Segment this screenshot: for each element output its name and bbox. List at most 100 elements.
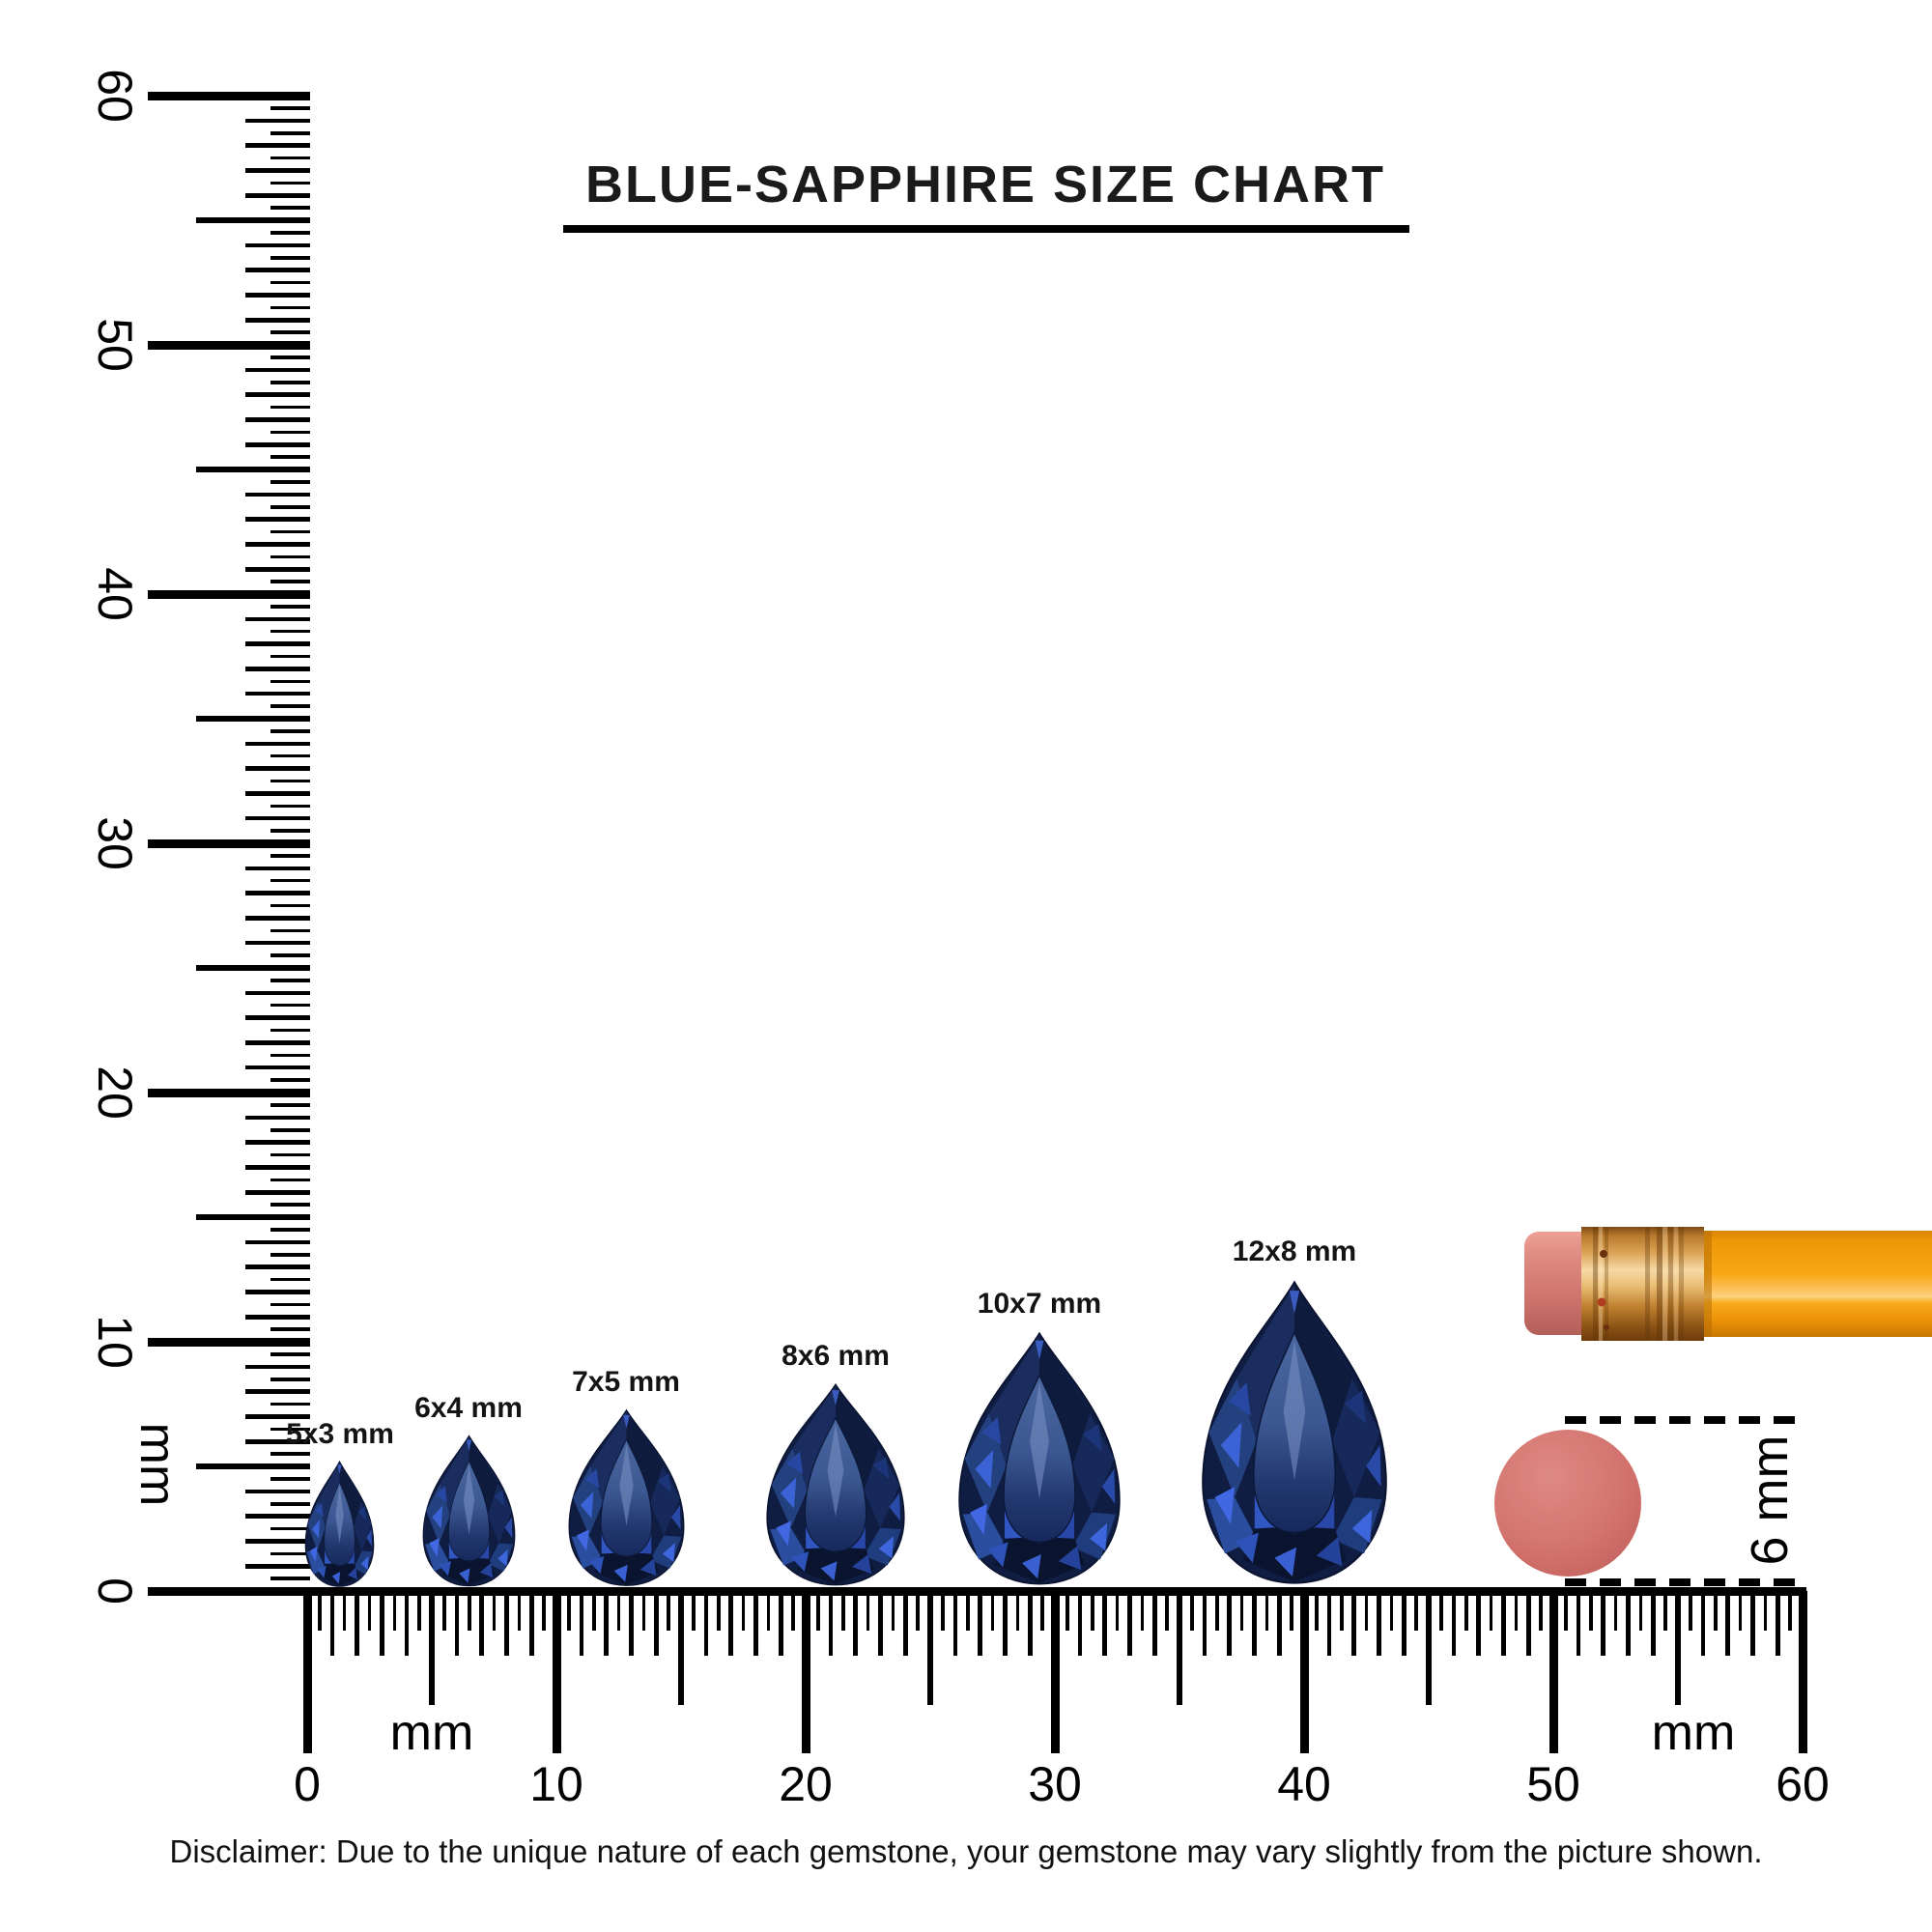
horizontal-ruler-tick (978, 1591, 982, 1656)
horizontal-ruler-tick (318, 1591, 322, 1631)
horizontal-ruler-tick (1663, 1591, 1667, 1631)
vertical-ruler-tick (148, 340, 310, 350)
horizontal-ruler-tick (468, 1591, 471, 1631)
vertical-ruler-tick (270, 330, 310, 334)
vertical-ruler-tick (245, 392, 310, 397)
vertical-ruler-tick (245, 567, 310, 572)
horizontal-ruler-tick (1548, 1591, 1558, 1753)
vertical-ruler-tick (245, 1015, 310, 1020)
vertical-ruler-tick (245, 268, 310, 272)
horizontal-ruler-tick (1776, 1591, 1780, 1656)
vertical-ruler-tick (245, 891, 310, 895)
vertical-ruler-tick (270, 654, 310, 659)
horizontal-ruler-tick (692, 1591, 696, 1631)
horizontal-ruler-tick (1050, 1591, 1060, 1753)
horizontal-ruler-tick (1476, 1591, 1481, 1656)
horizontal-ruler-tick (1601, 1591, 1605, 1656)
vertical-ruler-tick (245, 1439, 310, 1444)
sapphire-gem (419, 1433, 519, 1589)
vertical-ruler-tick (270, 1302, 310, 1306)
vertical-ruler-tick (245, 940, 310, 946)
horizontal-ruler-tick (1028, 1591, 1033, 1656)
vertical-ruler-tick (270, 554, 310, 558)
horizontal-ruler-tick (1539, 1591, 1543, 1631)
vertical-ruler-tick (245, 815, 310, 821)
horizontal-ruler-tick (1176, 1591, 1183, 1705)
horizontal-ruler-tick (916, 1591, 920, 1631)
horizontal-ruler-tick (302, 1591, 312, 1753)
vertical-ruler-tick (270, 355, 310, 359)
horizontal-ruler-tick (1015, 1591, 1020, 1631)
vertical-ruler-tick (270, 1577, 310, 1580)
horizontal-ruler-tick (703, 1591, 708, 1656)
sapphire-gem (564, 1406, 689, 1589)
horizontal-ruler-tick (542, 1591, 546, 1631)
gem-size-label: 8x6 mm (781, 1340, 890, 1372)
disclaimer-text: Disclaimer: Due to the unique nature of … (169, 1833, 1763, 1869)
gem-size-label: 6x4 mm (414, 1392, 523, 1424)
vertical-ruler-number: 0 (88, 1577, 142, 1605)
horizontal-ruler-tick (442, 1591, 446, 1631)
vertical-ruler-tick (270, 753, 310, 758)
vertical-ruler-tick (245, 616, 310, 621)
vertical-ruler-tick (270, 1203, 310, 1207)
vertical-ruler-tick (270, 1078, 310, 1082)
horizontal-ruler-tick (841, 1591, 845, 1631)
vertical-ruler-tick (245, 916, 310, 921)
horizontal-ruler-number: 40 (1277, 1757, 1331, 1811)
vertical-ruler-tick (270, 1378, 310, 1381)
horizontal-ruler-tick (1264, 1591, 1269, 1631)
vertical-ruler-tick (270, 878, 310, 883)
vertical-ruler-tick (270, 1253, 310, 1257)
vertical-ruler-tick (245, 242, 310, 247)
horizontal-ruler-tick (552, 1591, 561, 1753)
horizontal-ruler-tick (1414, 1591, 1418, 1631)
vertical-ruler-tick (270, 430, 310, 434)
vertical-ruler-tick (270, 1551, 310, 1555)
horizontal-ruler-number: 10 (529, 1757, 583, 1811)
horizontal-ruler-tick (1127, 1591, 1132, 1656)
horizontal-ruler-tick (428, 1591, 436, 1705)
horizontal-ruler-tick (1788, 1591, 1792, 1631)
vertical-ruler-tick (245, 318, 310, 323)
vertical-ruler-tick (270, 1352, 310, 1356)
horizontal-ruler-tick (1651, 1591, 1656, 1656)
horizontal-ruler-tick (1674, 1591, 1682, 1705)
vertical-ruler-tick (245, 442, 310, 447)
vertical-ruler-number: 10 (88, 1315, 142, 1369)
vertical-ruler-tick (245, 990, 310, 995)
horizontal-ruler-tick (1102, 1591, 1107, 1656)
vertical-ruler-tick (245, 1489, 310, 1493)
vertical-ruler-tick (270, 605, 310, 609)
vertical-ruler-number: 40 (88, 567, 142, 621)
horizontal-ruler-tick (816, 1591, 820, 1631)
horizontal-ruler-unit-label-right: mm (1651, 1705, 1736, 1761)
horizontal-ruler-tick (641, 1591, 645, 1631)
horizontal-ruler-tick (741, 1591, 746, 1631)
vertical-ruler-tick (270, 305, 310, 309)
page-title: BLUE-SAPPHIRE SIZE CHART (584, 156, 1386, 213)
vertical-ruler-tick (245, 1165, 310, 1170)
vertical-ruler-tick (245, 293, 310, 298)
vertical-ruler-tick (270, 280, 310, 285)
vertical-ruler-tick (196, 715, 310, 723)
vertical-ruler-tick (245, 791, 310, 796)
vertical-ruler-tick (270, 903, 310, 908)
vertical-ruler-tick (270, 829, 310, 833)
sapphire-gem (952, 1328, 1126, 1589)
vertical-ruler-tick (245, 766, 310, 771)
vertical-ruler-tick (245, 1140, 310, 1145)
vertical-ruler-tick (245, 542, 310, 547)
dot-measure-dash-bottom (1565, 1578, 1801, 1586)
vertical-ruler-tick (270, 1003, 310, 1008)
vertical-ruler-tick (270, 854, 310, 858)
horizontal-ruler-tick (1700, 1591, 1705, 1656)
pear-gem-graphic (422, 1435, 516, 1587)
horizontal-ruler-tick (853, 1591, 858, 1656)
horizontal-ruler-tick (504, 1591, 509, 1656)
horizontal-ruler-tick (878, 1591, 883, 1656)
horizontal-ruler-tick (392, 1591, 397, 1631)
horizontal-ruler-tick (1526, 1591, 1531, 1656)
horizontal-ruler-tick (404, 1591, 410, 1656)
gem-size-label: 10x7 mm (977, 1288, 1102, 1320)
